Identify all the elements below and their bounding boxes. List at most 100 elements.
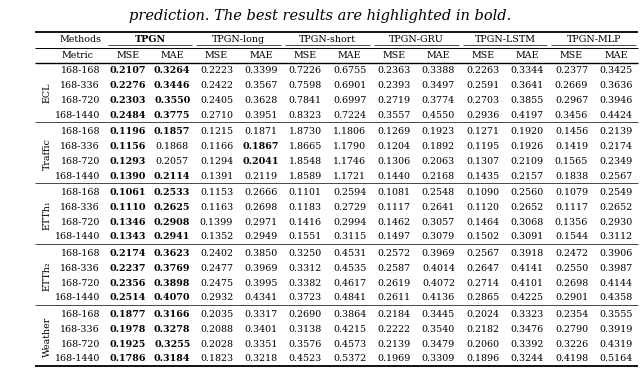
Text: 168-720: 168-720 <box>61 157 100 166</box>
Text: 0.2402: 0.2402 <box>200 249 233 258</box>
Text: 0.3769: 0.3769 <box>154 264 190 273</box>
Text: 0.1156: 0.1156 <box>109 142 146 151</box>
Text: MAE: MAE <box>249 51 273 60</box>
Text: 0.2174: 0.2174 <box>109 249 146 258</box>
Text: 0.1440: 0.1440 <box>378 172 410 181</box>
Text: 0.3425: 0.3425 <box>599 66 632 75</box>
Text: 0.1416: 0.1416 <box>289 218 322 227</box>
Text: 0.3636: 0.3636 <box>599 81 633 90</box>
Text: 0.3184: 0.3184 <box>154 354 191 363</box>
Text: MAE: MAE <box>604 51 628 60</box>
Text: 0.1978: 0.1978 <box>109 325 146 334</box>
Text: 168-720: 168-720 <box>61 340 100 349</box>
Text: 0.1271: 0.1271 <box>467 127 499 136</box>
Text: 0.2263: 0.2263 <box>466 66 499 75</box>
Text: 0.1079: 0.1079 <box>555 188 588 197</box>
Text: 0.2354: 0.2354 <box>555 310 588 319</box>
Text: 0.4531: 0.4531 <box>333 249 366 258</box>
Text: 0.2714: 0.2714 <box>467 279 499 288</box>
Text: 168-168: 168-168 <box>61 310 100 319</box>
Text: 0.3775: 0.3775 <box>154 110 190 119</box>
Text: TPGN-short: TPGN-short <box>299 35 356 44</box>
Text: 0.2222: 0.2222 <box>378 325 410 334</box>
Text: 168-336: 168-336 <box>60 81 100 90</box>
Text: 1.8665: 1.8665 <box>289 142 322 151</box>
Text: 0.4841: 0.4841 <box>333 294 366 303</box>
Text: 0.3138: 0.3138 <box>289 325 322 334</box>
Text: 0.3382: 0.3382 <box>289 279 322 288</box>
Text: 0.2363: 0.2363 <box>378 66 411 75</box>
Text: 0.2035: 0.2035 <box>200 310 233 319</box>
Text: 0.1823: 0.1823 <box>200 354 233 363</box>
Text: 0.1117: 0.1117 <box>555 203 588 212</box>
Text: 0.2223: 0.2223 <box>200 66 233 75</box>
Text: MAE: MAE <box>161 51 184 60</box>
Text: 0.3264: 0.3264 <box>154 66 191 75</box>
Text: 0.2901: 0.2901 <box>555 294 588 303</box>
Text: 0.2994: 0.2994 <box>333 218 366 227</box>
Text: 0.1120: 0.1120 <box>467 203 499 212</box>
Text: 0.1502: 0.1502 <box>466 232 499 241</box>
Text: Methods: Methods <box>60 35 102 44</box>
Text: 0.1196: 0.1196 <box>109 127 146 136</box>
Text: 0.3995: 0.3995 <box>244 279 278 288</box>
Text: 0.4535: 0.4535 <box>333 264 366 273</box>
Text: 0.1195: 0.1195 <box>466 142 499 151</box>
Text: 0.1838: 0.1838 <box>555 172 588 181</box>
Text: 0.4550: 0.4550 <box>422 110 455 119</box>
Text: 0.1867: 0.1867 <box>243 142 279 151</box>
Text: 0.7841: 0.7841 <box>289 96 322 105</box>
Text: 0.2157: 0.2157 <box>511 172 544 181</box>
Text: 0.4573: 0.4573 <box>333 340 366 349</box>
Text: 0.2710: 0.2710 <box>200 110 233 119</box>
Text: 0.2349: 0.2349 <box>599 157 632 166</box>
Text: 0.2572: 0.2572 <box>378 249 411 258</box>
Text: 0.2567: 0.2567 <box>599 172 632 181</box>
Text: MSE: MSE <box>116 51 140 60</box>
Text: 0.2139: 0.2139 <box>378 340 411 349</box>
Text: 168-1440: 168-1440 <box>54 354 100 363</box>
Text: 0.7224: 0.7224 <box>333 110 366 119</box>
Text: 0.2182: 0.2182 <box>467 325 499 334</box>
Text: 0.2652: 0.2652 <box>599 203 632 212</box>
Text: TPGN-GRU: TPGN-GRU <box>389 35 444 44</box>
Text: 1.1746: 1.1746 <box>333 157 366 166</box>
Text: 0.2666: 0.2666 <box>244 188 278 197</box>
Text: 0.4319: 0.4319 <box>599 340 632 349</box>
Text: 0.1877: 0.1877 <box>109 310 146 319</box>
Text: TPGN: TPGN <box>134 35 166 44</box>
Text: 0.1497: 0.1497 <box>378 232 411 241</box>
Text: 0.3555: 0.3555 <box>599 310 633 319</box>
Text: 0.1920: 0.1920 <box>511 127 544 136</box>
Text: 0.1081: 0.1081 <box>378 188 410 197</box>
Text: 1.1721: 1.1721 <box>333 172 366 181</box>
Text: 0.2484: 0.2484 <box>109 110 146 119</box>
Text: 0.3567: 0.3567 <box>244 81 278 90</box>
Text: MAE: MAE <box>515 51 539 60</box>
Text: 0.4215: 0.4215 <box>333 325 366 334</box>
Text: 0.1215: 0.1215 <box>200 127 233 136</box>
Text: 0.3344: 0.3344 <box>511 66 544 75</box>
Text: 0.2356: 0.2356 <box>109 279 146 288</box>
Text: 0.1925: 0.1925 <box>109 340 146 349</box>
Text: 0.2063: 0.2063 <box>422 157 455 166</box>
Text: 0.1101: 0.1101 <box>289 188 322 197</box>
Text: 0.1892: 0.1892 <box>422 142 455 151</box>
Text: 0.2932: 0.2932 <box>200 294 233 303</box>
Text: prediction. The best results are highlighted in bold.: prediction. The best results are highlig… <box>129 9 511 23</box>
Text: 0.4136: 0.4136 <box>422 294 455 303</box>
Text: 0.4144: 0.4144 <box>600 279 632 288</box>
Text: 0.4424: 0.4424 <box>600 110 632 119</box>
Text: 168-336: 168-336 <box>60 203 100 212</box>
Text: 168-168: 168-168 <box>61 249 100 258</box>
Text: 0.2908: 0.2908 <box>154 218 190 227</box>
Text: ETTh₂: ETTh₂ <box>43 261 52 291</box>
Text: 0.4358: 0.4358 <box>599 294 632 303</box>
Text: 0.1462: 0.1462 <box>378 218 411 227</box>
Text: 168-1440: 168-1440 <box>54 232 100 241</box>
Text: 0.1166: 0.1166 <box>200 142 233 151</box>
Text: 0.2594: 0.2594 <box>333 188 366 197</box>
Text: MSE: MSE <box>205 51 228 60</box>
Text: MAE: MAE <box>338 51 362 60</box>
Text: 0.1294: 0.1294 <box>200 157 233 166</box>
